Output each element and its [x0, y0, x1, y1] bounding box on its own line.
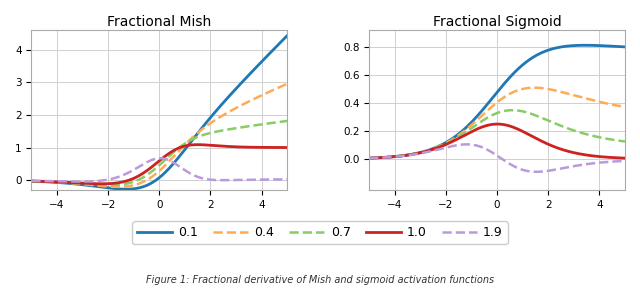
Title: Fractional Mish: Fractional Mish [107, 15, 211, 29]
Text: Figure 1: Fractional derivative of Mish and sigmoid activation functions: Figure 1: Fractional derivative of Mish … [146, 275, 494, 285]
Legend: 0.1, 0.4, 0.7, 1.0, 1.9: 0.1, 0.4, 0.7, 1.0, 1.9 [132, 221, 508, 244]
Title: Fractional Sigmoid: Fractional Sigmoid [433, 15, 561, 29]
